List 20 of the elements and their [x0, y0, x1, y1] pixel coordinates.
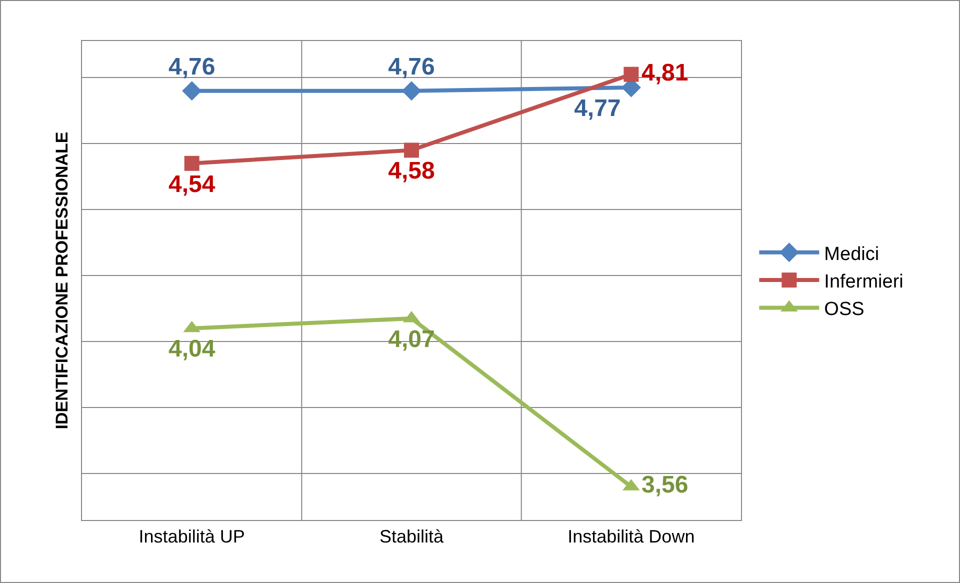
data-label: 4,54: [168, 170, 216, 198]
legend-label: Infermieri: [824, 271, 904, 292]
point: [182, 81, 202, 101]
point: [624, 66, 639, 82]
x-tick-label: Instabilità UP: [138, 526, 245, 547]
data-label: 4,76: [168, 53, 216, 80]
legend-label: Medici: [824, 244, 880, 265]
y-axis-title: IDENTIFICAZIONE PROFESSIONALE: [52, 132, 72, 430]
x-tick-label: Instabilità Down: [568, 526, 695, 547]
data-label: 4,76: [388, 53, 435, 80]
data-label: 3,56: [642, 472, 688, 499]
point: [404, 142, 419, 158]
data-label: 4,77: [574, 94, 621, 122]
data-label: 4,81: [642, 59, 688, 86]
data-label: 4,58: [388, 158, 435, 185]
point: [184, 156, 200, 171]
data-label: 4,04: [168, 336, 216, 363]
legend-label: OSS: [824, 299, 864, 320]
point: [402, 81, 422, 101]
x-tick-label: Stabilità: [379, 526, 445, 547]
